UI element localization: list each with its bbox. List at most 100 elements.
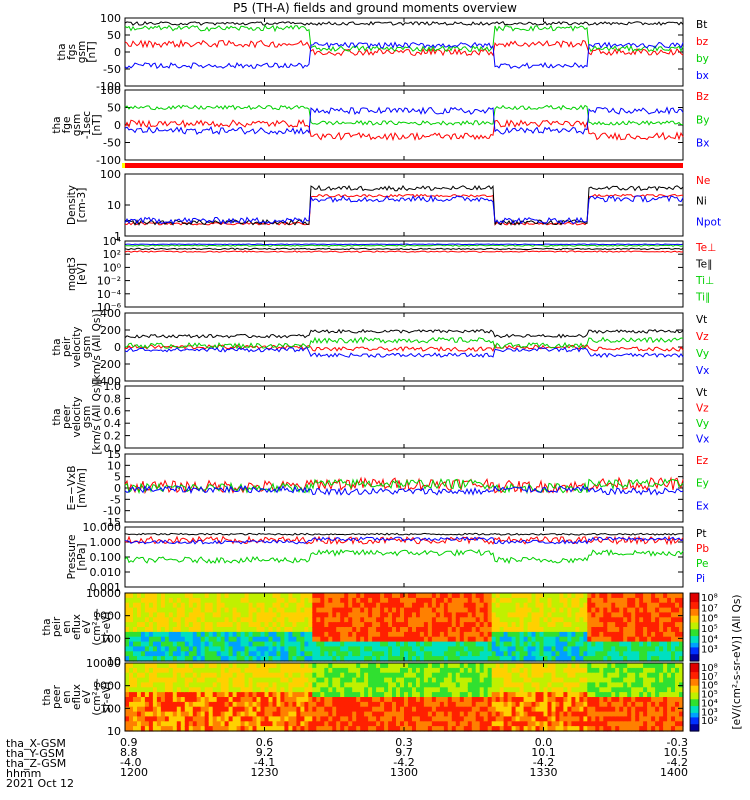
panel-8-legend-2: Pb xyxy=(696,543,709,555)
by-trace xyxy=(124,24,684,53)
tperp-e-trace xyxy=(124,250,684,253)
ylabel-line: tha xyxy=(51,338,63,355)
ylabel-line: peer xyxy=(61,404,73,429)
panel-3-ytick: 10 xyxy=(107,199,121,212)
panel-6-legend-1: Vt xyxy=(696,387,707,399)
panel-3-frame xyxy=(124,173,684,237)
panel-4-ylabel: moqt3[eV] xyxy=(66,257,88,291)
panel-9-ytick: 10 xyxy=(107,655,121,668)
panel-5-legend-1: Vt xyxy=(696,314,707,326)
panel-10-heatmap-colorbar-tick: 10³ xyxy=(701,707,718,718)
panel-6-ytick: 0.2 xyxy=(104,430,122,443)
panel-8-ytick: 10.000 xyxy=(83,521,122,534)
panel-9-heatmap-colorbar-tick: 10⁴ xyxy=(701,634,718,645)
panel-3-ytick: 1 xyxy=(114,230,121,243)
ylabel-line: [nPa] xyxy=(76,543,88,570)
panel-9-heatmap-colorbar-tick: 10⁸ xyxy=(701,593,718,604)
panel-8-ylabel: Pressure[nPa] xyxy=(66,535,88,580)
vy-trace xyxy=(124,336,684,350)
ephemeris-z-value: -4.2 xyxy=(667,756,688,769)
ephemeris-y-value: 10.1 xyxy=(531,746,556,759)
ylabel-line: [nT] xyxy=(91,114,103,135)
ylabel-line: tha xyxy=(56,43,68,60)
panel-5-ytick: 200 xyxy=(100,324,121,337)
panel-9-heatmap-colorbar-tick: 10⁷ xyxy=(701,603,718,614)
ex-trace xyxy=(124,484,684,496)
panel-7-ylabel: E=−VxB[mV/m] xyxy=(66,466,88,511)
ylabel-line: gsm xyxy=(81,336,93,358)
panel-7-legend-1: Ez xyxy=(696,455,709,467)
ephemeris-z-value: -4.2 xyxy=(533,756,554,769)
panel-9-heatmap-colorbar xyxy=(689,592,700,662)
panel-8-ytick: 0.010 xyxy=(90,566,122,579)
panel-5-ytick: -200 xyxy=(96,358,121,371)
panel-6-legend-2: Vz xyxy=(696,403,709,415)
ylabel-line: eflux xyxy=(71,684,83,710)
panel-8-legend-4: Pi xyxy=(696,573,705,585)
panel-5-ytick: 400 xyxy=(100,307,121,320)
panel-6-ytick: 0.8 xyxy=(104,392,122,405)
ylabel-line: eflux xyxy=(71,614,83,640)
panel-2-ytick: 50 xyxy=(107,102,121,115)
ylabel-line: [km/s (All Qs)] xyxy=(91,309,103,384)
panel-7-ytick: 10 xyxy=(107,459,121,472)
ylabel-line: E=−VxB xyxy=(66,466,78,511)
ylabel-line: velocity xyxy=(71,326,83,367)
npot-trace xyxy=(124,194,684,225)
by2-trace xyxy=(124,104,684,126)
panel-5-ytick: 0 xyxy=(114,341,121,354)
panel-2-legend-1: Bz xyxy=(696,91,709,103)
panel-1-legend-4: bx xyxy=(696,70,709,82)
ylabel-line: tha xyxy=(41,618,53,635)
panel-1-ytick: 100 xyxy=(100,12,121,25)
ephemeris-label-y: tha_Y-GSM xyxy=(6,747,65,760)
bt-trace xyxy=(124,20,684,26)
panel-6-ytick: 1.0 xyxy=(104,380,122,393)
ez-trace xyxy=(124,476,684,495)
bz2-trace xyxy=(124,119,684,142)
ylabel-line: moqt3 xyxy=(66,257,78,291)
panel-7-ytick: 0 xyxy=(114,482,121,495)
ylabel-line: sr-eV) xyxy=(101,612,113,643)
panel-10-heatmap-colorbar-tick: 10⁷ xyxy=(701,672,718,683)
panel-4-legend-4: Ti∥ xyxy=(695,292,710,304)
panel-6-frame xyxy=(124,385,684,449)
panel-7-legend-3: Ex xyxy=(696,500,709,512)
ylabel-line: peir xyxy=(51,616,63,637)
panel-4-ytick: 10⁻² xyxy=(97,275,121,288)
ephemeris-y-value: 10.5 xyxy=(664,746,689,759)
panel-2-ytick: 100 xyxy=(100,84,121,97)
quality-flag-bar xyxy=(125,163,683,168)
ephemeris-time-value: 1330 xyxy=(530,766,558,779)
ephemeris-y-value: 8.8 xyxy=(120,746,138,759)
ni-trace xyxy=(124,184,684,226)
panel-7-frame xyxy=(124,453,684,523)
ephemeris-z-value: -4.2 xyxy=(393,756,414,769)
panel-3-legend-1: Ne xyxy=(696,175,710,187)
ylabel-line: gsm xyxy=(76,41,88,63)
panel-6-ytick: 0.0 xyxy=(104,442,122,455)
panel-5-legend-4: Vx xyxy=(696,365,709,377)
panel-10-heatmap-colorbar-tick: 10² xyxy=(701,716,718,727)
panel-7-ytick: 15 xyxy=(107,448,121,461)
panel-3-ytick: 100 xyxy=(100,168,121,181)
panel-4-ytick: 10⁻⁶ xyxy=(97,301,122,314)
ylabel-line: eV xyxy=(81,619,93,633)
ylabel-line: [eV] xyxy=(76,263,88,285)
ephemeris-x-value: 0.6 xyxy=(256,736,274,749)
plot-title: P5 (TH-A) fields and ground moments over… xyxy=(233,1,517,15)
ylabel-line: gsm xyxy=(81,406,93,428)
panel-8-ytick: 1.000 xyxy=(90,536,122,549)
panel-10-ytick: 10 xyxy=(107,725,121,738)
panel-5-legend-2: Vz xyxy=(696,331,709,343)
panel-2-legend-2: By xyxy=(696,114,709,126)
ylabel-line: (cm²-s- xyxy=(91,678,103,716)
panel-4-ytick: 10² xyxy=(103,248,121,261)
panel-9-heatmap-colorbar-tick: 10³ xyxy=(701,645,718,656)
panel-6-ytick: 0.6 xyxy=(104,405,122,418)
ephemeris-z-value: -4.1 xyxy=(254,756,275,769)
